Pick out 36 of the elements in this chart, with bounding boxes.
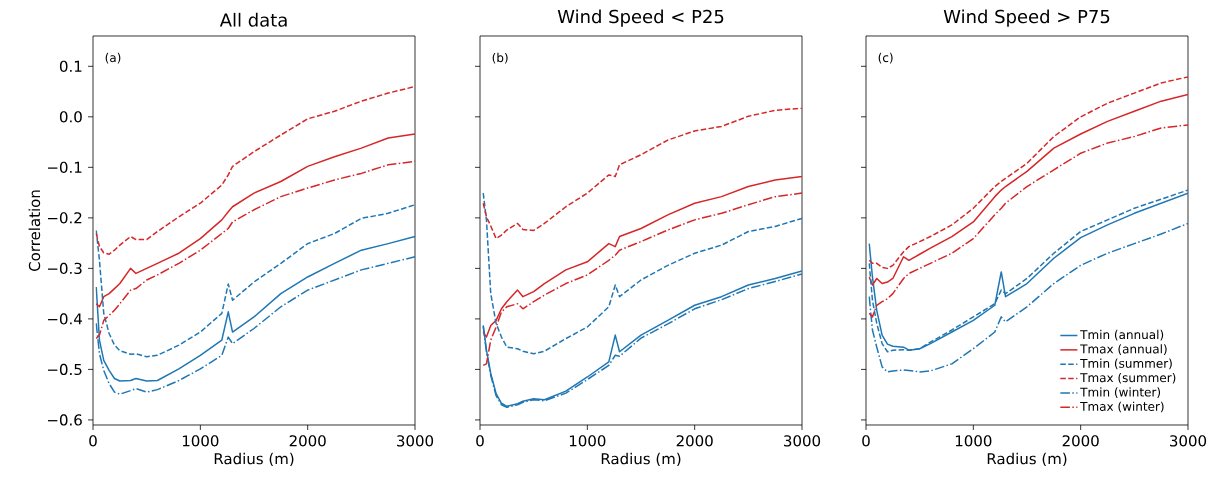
x-axis-title: Radius (m): [987, 452, 1067, 467]
x-tick-label: 3000: [1170, 435, 1207, 447]
y-tick-label: 0.0: [59, 111, 82, 123]
x-tick-label: 1000: [569, 435, 606, 447]
x-tick-label: 0: [89, 435, 97, 447]
legend-label: Tmax (winter): [1080, 401, 1164, 413]
chart-title: Wind Speed > P75: [943, 9, 1110, 27]
x-tick-label: 0: [476, 435, 484, 447]
y-tick-label: −0.4: [47, 313, 82, 325]
y-tick-label: −0.5: [47, 363, 82, 376]
x-tick-label: 2000: [1062, 435, 1099, 447]
x-tick-label: 3000: [397, 435, 434, 447]
legend-label: Tmax (summer): [1080, 372, 1176, 384]
annotation: (b): [492, 52, 508, 64]
chart-title: All data: [219, 12, 287, 27]
x-tick-label: 1000: [182, 435, 219, 447]
x-axis-title: Radius (m): [214, 452, 294, 467]
x-axis-title: Radius (m): [601, 452, 681, 467]
y-tick-label: −0.6: [47, 414, 82, 426]
y-tick-label: −0.1: [47, 161, 82, 174]
annotation: (a): [105, 52, 121, 64]
x-tick-label: 1000: [955, 435, 992, 447]
x-tick-label: 0: [862, 435, 870, 447]
legend-label: Tmin (summer): [1080, 358, 1172, 370]
y-tick-label: −0.2: [47, 212, 82, 224]
x-tick-label: 2000: [289, 435, 326, 447]
y-tick-label: −0.3: [47, 262, 82, 275]
chart-title: Wind Speed < P25: [557, 9, 724, 27]
annotation: (c): [878, 52, 893, 64]
legend-label: Tmin (winter): [1080, 387, 1161, 398]
x-tick-label: 3000: [784, 435, 821, 447]
legend-label: Tmin (annual): [1080, 329, 1164, 341]
y-axis-title: Correlation: [28, 190, 41, 271]
y-tick-label: 0.1: [59, 60, 82, 72]
x-tick-label: 2000: [676, 435, 713, 447]
legend-label: Tmax (annual): [1080, 344, 1167, 355]
